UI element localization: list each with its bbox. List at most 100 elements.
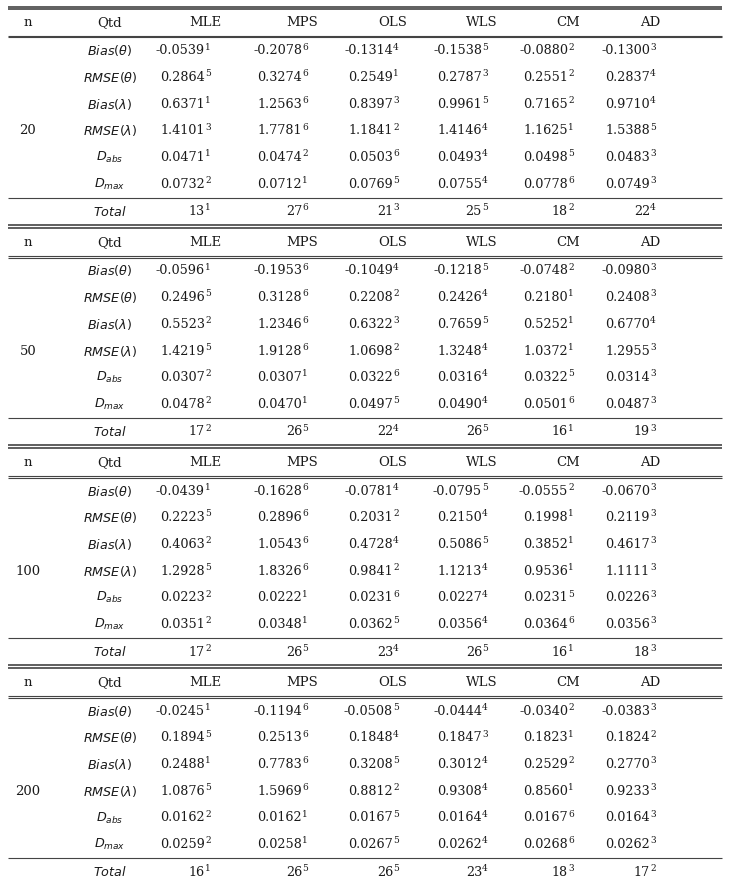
Text: 5: 5 <box>302 864 308 873</box>
Text: 2: 2 <box>205 537 211 545</box>
Text: 0.0749: 0.0749 <box>605 178 650 191</box>
Text: 0.2223: 0.2223 <box>161 511 205 524</box>
Text: 26: 26 <box>285 646 302 658</box>
Text: -0.0880: -0.0880 <box>519 44 568 57</box>
Text: 2: 2 <box>568 96 574 105</box>
Text: 18: 18 <box>552 205 568 218</box>
Text: 0.0262: 0.0262 <box>605 838 650 851</box>
Text: 2: 2 <box>650 864 656 873</box>
Text: 4: 4 <box>482 563 488 572</box>
Text: 1.2346: 1.2346 <box>258 318 302 331</box>
Text: 0.1847: 0.1847 <box>437 731 482 744</box>
Text: 6: 6 <box>302 263 308 271</box>
Text: 1: 1 <box>568 537 574 545</box>
Text: 0.0478: 0.0478 <box>161 398 205 411</box>
Text: -0.1538: -0.1538 <box>433 44 482 57</box>
Text: 6: 6 <box>302 122 308 131</box>
Text: 6: 6 <box>568 836 574 846</box>
Text: 0.2031: 0.2031 <box>348 511 393 524</box>
Text: 1: 1 <box>302 176 308 185</box>
Text: 1: 1 <box>302 369 308 379</box>
Text: 5: 5 <box>393 703 399 712</box>
Text: 1: 1 <box>568 644 574 653</box>
Text: 1.1111: 1.1111 <box>606 565 650 578</box>
Text: 1: 1 <box>568 729 574 738</box>
Text: 4: 4 <box>482 756 488 766</box>
Text: 2: 2 <box>568 204 574 212</box>
Text: 0.9536: 0.9536 <box>523 565 568 578</box>
Text: 1: 1 <box>205 149 211 159</box>
Text: 1.8326: 1.8326 <box>258 565 302 578</box>
Text: 1.1213: 1.1213 <box>437 565 482 578</box>
Text: 0.0348: 0.0348 <box>257 618 302 631</box>
Text: 1: 1 <box>205 483 211 492</box>
Text: 4: 4 <box>393 729 399 738</box>
Text: AD: AD <box>640 456 660 469</box>
Text: -0.0340: -0.0340 <box>519 705 568 718</box>
Text: 5: 5 <box>393 616 399 626</box>
Text: 4: 4 <box>650 204 656 212</box>
Text: 2: 2 <box>568 703 574 712</box>
Text: 6: 6 <box>393 149 399 159</box>
Text: -0.1218: -0.1218 <box>433 264 482 278</box>
Text: $D_{abs}$: $D_{abs}$ <box>96 590 123 605</box>
Text: CM: CM <box>556 456 580 469</box>
Text: $Total$: $Total$ <box>93 204 127 218</box>
Text: 5: 5 <box>482 424 488 433</box>
Text: 5: 5 <box>568 589 574 598</box>
Text: 3: 3 <box>650 263 656 271</box>
Text: 0.1998: 0.1998 <box>523 511 568 524</box>
Text: 0.4617: 0.4617 <box>605 538 650 551</box>
Text: 0.0356: 0.0356 <box>437 618 482 631</box>
Text: 5: 5 <box>568 369 574 379</box>
Text: 3: 3 <box>650 369 656 379</box>
Text: 5: 5 <box>205 289 211 299</box>
Text: AD: AD <box>640 236 660 249</box>
Text: 0.0322: 0.0322 <box>348 371 393 384</box>
Text: 3: 3 <box>650 703 656 712</box>
Text: -0.1049: -0.1049 <box>344 264 393 278</box>
Text: 4: 4 <box>393 644 399 653</box>
Text: 1: 1 <box>205 864 211 873</box>
Text: 0.9961: 0.9961 <box>437 98 482 111</box>
Text: 1: 1 <box>205 96 211 105</box>
Text: $Bias(\lambda)$: $Bias(\lambda)$ <box>88 317 133 332</box>
Text: 5: 5 <box>650 122 656 131</box>
Text: 6: 6 <box>302 70 308 78</box>
Text: 1.0698: 1.0698 <box>348 344 393 358</box>
Text: 0.2150: 0.2150 <box>437 511 482 524</box>
Text: 1.0876: 1.0876 <box>161 785 205 798</box>
Text: MPS: MPS <box>286 677 318 689</box>
Text: 5: 5 <box>393 836 399 846</box>
Text: 4: 4 <box>650 316 656 325</box>
Text: 5: 5 <box>302 644 308 653</box>
Text: 4: 4 <box>393 42 399 51</box>
Text: $RMSE(\lambda)$: $RMSE(\lambda)$ <box>82 344 137 359</box>
Text: 0.2496: 0.2496 <box>161 291 205 304</box>
Text: 5: 5 <box>482 204 488 212</box>
Text: 23: 23 <box>377 646 393 658</box>
Text: -0.2078: -0.2078 <box>253 44 302 57</box>
Text: 4: 4 <box>482 589 488 598</box>
Text: -0.0670: -0.0670 <box>601 485 650 498</box>
Text: 0.0223: 0.0223 <box>161 591 205 604</box>
Text: 1: 1 <box>393 70 399 78</box>
Text: 2: 2 <box>568 756 574 766</box>
Text: 25: 25 <box>466 205 482 218</box>
Text: $Total$: $Total$ <box>93 425 127 439</box>
Text: 2: 2 <box>205 810 211 818</box>
Text: -0.1628: -0.1628 <box>253 485 302 498</box>
Text: CM: CM <box>556 16 580 29</box>
Text: 1: 1 <box>568 343 574 352</box>
Text: -0.0245: -0.0245 <box>156 705 205 718</box>
Text: 2: 2 <box>205 396 211 405</box>
Text: 5: 5 <box>482 316 488 325</box>
Text: $D_{abs}$: $D_{abs}$ <box>96 811 123 825</box>
Text: $D_{max}$: $D_{max}$ <box>94 617 126 632</box>
Text: 0.0501: 0.0501 <box>523 398 568 411</box>
Text: 0.6322: 0.6322 <box>348 318 393 331</box>
Text: 0.0493: 0.0493 <box>437 152 482 164</box>
Text: 2: 2 <box>568 70 574 78</box>
Text: 0.0471: 0.0471 <box>161 152 205 164</box>
Text: 4: 4 <box>650 70 656 78</box>
